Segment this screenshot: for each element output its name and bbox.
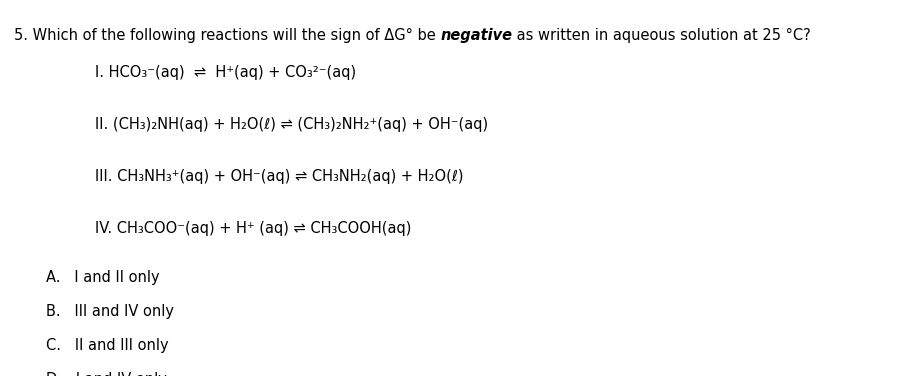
Text: as written in aqueous solution at 25 °C?: as written in aqueous solution at 25 °C? bbox=[512, 28, 811, 43]
Text: 5. Which of the following reactions will the sign of ΔG° be: 5. Which of the following reactions will… bbox=[14, 28, 440, 43]
Text: A.   I and II only: A. I and II only bbox=[46, 270, 159, 285]
Text: I. HCO₃⁻(aq)  ⇌  H⁺(aq) + CO₃²⁻(aq): I. HCO₃⁻(aq) ⇌ H⁺(aq) + CO₃²⁻(aq) bbox=[95, 65, 356, 80]
Text: C.   II and III only: C. II and III only bbox=[46, 338, 169, 353]
Text: IV. CH₃COO⁻(aq) + H⁺ (aq) ⇌ CH₃COOH(aq): IV. CH₃COO⁻(aq) + H⁺ (aq) ⇌ CH₃COOH(aq) bbox=[95, 221, 412, 236]
Text: II. (CH₃)₂NH(aq) + H₂O(ℓ) ⇌ (CH₃)₂NH₂⁺(aq) + OH⁻(aq): II. (CH₃)₂NH(aq) + H₂O(ℓ) ⇌ (CH₃)₂NH₂⁺(a… bbox=[95, 117, 488, 132]
Text: B.   III and IV only: B. III and IV only bbox=[46, 304, 174, 319]
Text: D.   I and IV only: D. I and IV only bbox=[46, 372, 167, 376]
Text: III. CH₃NH₃⁺(aq) + OH⁻(aq) ⇌ CH₃NH₂(aq) + H₂O(ℓ): III. CH₃NH₃⁺(aq) + OH⁻(aq) ⇌ CH₃NH₂(aq) … bbox=[95, 169, 463, 184]
Text: negative: negative bbox=[440, 28, 512, 43]
